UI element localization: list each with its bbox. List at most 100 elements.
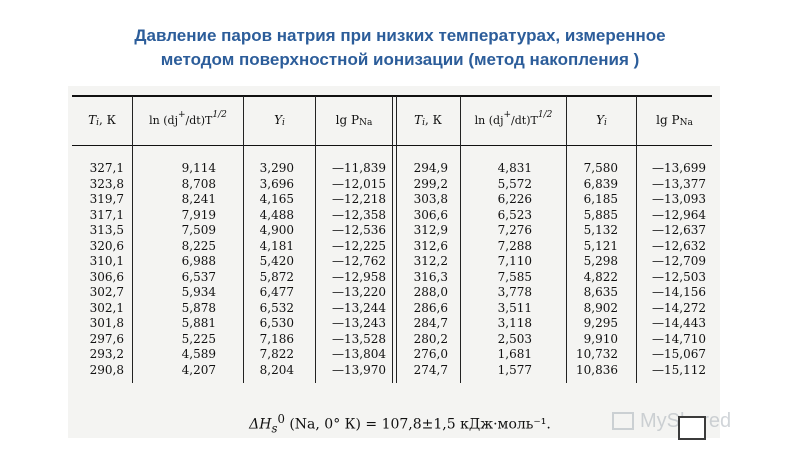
table-cell: 3,118	[497, 316, 532, 330]
column-temperature-left: 327,1 323,8 319,7 317,1 313,5 320,6 310,1 306,6…	[74, 161, 124, 378]
table-cell: 4,900	[259, 223, 294, 237]
table-cell: 316,3	[413, 269, 448, 284]
table-cell: 7,822	[259, 347, 294, 361]
table-cell: —15,067	[652, 347, 706, 361]
table-cell: —14,272	[652, 300, 706, 315]
table-cell: 7,276	[497, 223, 532, 237]
table-cell: 3,290	[259, 161, 294, 175]
table-cell: 274,7	[413, 362, 448, 377]
table-cell: 5,420	[259, 254, 294, 268]
table-cell: 4,589	[181, 347, 216, 361]
header-ln: ln (dj +/dt)T 1/2	[149, 110, 227, 127]
table-cell: 312,9	[413, 223, 448, 237]
table-cell: 2,503	[497, 331, 532, 346]
table-half-divider	[392, 96, 397, 383]
column-divider	[132, 96, 133, 383]
table-cell: —12,637	[652, 223, 706, 237]
table-cell: —12,632	[652, 238, 706, 253]
table-cell: 5,881	[181, 316, 216, 330]
table-cell: 8,635	[583, 285, 618, 299]
table-cell: 303,8	[413, 192, 448, 206]
table-cell: —13,244	[332, 300, 386, 315]
presentation-icon	[612, 412, 634, 430]
scanned-table-area	[68, 86, 720, 438]
column-divider	[315, 96, 316, 383]
table-cell: 7,580	[583, 161, 618, 175]
table-cell: 4,831	[497, 161, 532, 175]
table-cell: —13,699	[652, 161, 706, 175]
table-cell: 5,885	[583, 207, 618, 222]
column-divider	[460, 96, 461, 383]
table-cell: 6,530	[259, 316, 294, 330]
table-cell: 7,186	[259, 331, 294, 346]
table-cell: 5,132	[583, 223, 618, 237]
enthalpy-formula: ΔHs0 (Na, 0° К) = 107,8±1,5 кДж·моль⁻¹.	[249, 412, 551, 436]
table-cell: —12,762	[332, 254, 386, 268]
table-cell: —12,958	[332, 269, 386, 284]
table-cell: —13,220	[332, 285, 386, 299]
table-cell: 323,8	[89, 176, 124, 191]
column-ln-left: 9,114 8,708 8,241 7,919 7,509 8,225 6,988 6,537…	[150, 161, 216, 378]
table-cell: 8,204	[259, 362, 294, 377]
title-line-2: методом поверхностной ионизации (метод н…	[160, 50, 640, 69]
table-cell: —12,225	[332, 238, 386, 253]
table-cell: 276,0	[413, 347, 448, 361]
table-cell: 10,732	[576, 347, 618, 361]
table-cell: 8,708	[181, 176, 216, 191]
table-cell: 6,988	[181, 254, 216, 268]
table-cell: 293,2	[89, 347, 124, 361]
table-cell: —12,536	[332, 223, 386, 237]
table-cell: 5,225	[181, 331, 216, 346]
table-cell: —13,804	[332, 347, 386, 361]
table-cell: 7,919	[181, 207, 216, 222]
table-cell: 299,2	[413, 176, 448, 191]
table-cell: —12,964	[652, 207, 706, 222]
table-cell: 312,2	[413, 254, 448, 268]
table-cell: 8,241	[181, 192, 216, 206]
table-cell: 302,1	[89, 300, 124, 315]
table-cell: 6,537	[181, 269, 216, 284]
table-cell: 1,577	[497, 362, 532, 377]
table-cell: 6,532	[259, 300, 294, 315]
table-cell: 3,778	[497, 285, 532, 299]
table-cell: 6,523	[497, 207, 532, 222]
table-cell: 284,7	[413, 316, 448, 330]
table-cell: 4,207	[181, 362, 216, 377]
table-cell: —14,443	[652, 316, 706, 330]
table-cell: 4,488	[259, 207, 294, 222]
header-lg: lg P Na	[335, 113, 373, 128]
table-cell: —13,528	[332, 331, 386, 346]
table-cell: —12,358	[332, 207, 386, 222]
table-cell: 6,185	[583, 192, 618, 206]
table-cell: 9,295	[583, 316, 618, 330]
table-cell: 312,6	[413, 238, 448, 253]
table-cell: —13,970	[332, 362, 386, 377]
table-cell: 5,934	[181, 285, 216, 299]
table-cell: —11,839	[332, 161, 386, 175]
table-cell: —12,503	[652, 269, 706, 284]
table-cell: 288,0	[413, 285, 448, 299]
table-cell: 7,288	[497, 238, 532, 253]
table-cell: 319,7	[89, 192, 124, 206]
table-cell: 6,839	[583, 176, 618, 191]
table-cell: 6,226	[497, 192, 532, 206]
table-cell: 8,902	[583, 300, 618, 315]
column-temperature-right: 294,9 299,2 303,8 306,6 312,9 312,6 312,2 316,3…	[398, 161, 448, 378]
header-ln: ln (dj +/dt)T 1/2	[474, 110, 553, 127]
table-cell: —14,156	[652, 285, 706, 299]
table-cell: —13,243	[332, 316, 386, 330]
table-cell: —12,709	[652, 254, 706, 268]
table-cell: —12,218	[332, 192, 386, 206]
table-cell: 7,585	[497, 269, 532, 284]
table-cell: 9,114	[181, 161, 216, 175]
table-cell: 1,681	[497, 347, 532, 361]
table-cell: 290,8	[89, 362, 124, 377]
table-cell: 280,2	[413, 331, 448, 346]
table-cell: 5,121	[583, 238, 618, 253]
table-cell: 4,165	[259, 192, 294, 206]
column-divider	[566, 96, 567, 383]
column-y-left: 3,290 3,696 4,165 4,488 4,900 4,181 5,420 5,872…	[246, 161, 294, 378]
